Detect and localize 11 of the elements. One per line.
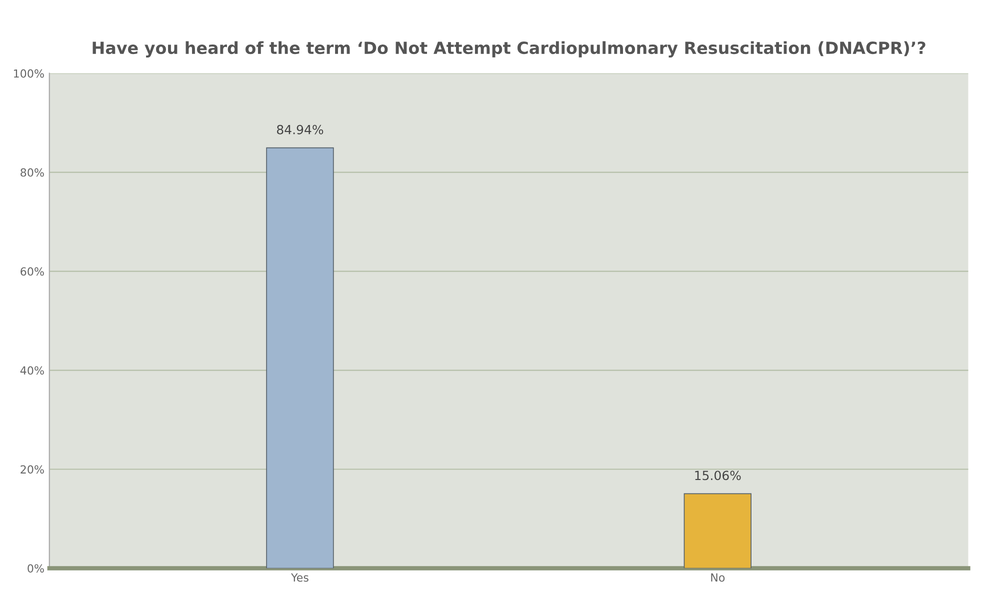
- y-tick-label: 80%: [20, 168, 44, 177]
- x-tick-label: No: [711, 573, 725, 582]
- y-tick-label: 60%: [20, 267, 44, 276]
- y-tick-label: 100%: [14, 69, 44, 78]
- y-tick-label: 20%: [20, 465, 44, 474]
- y-tick-label: 40%: [20, 366, 44, 375]
- y-tick-label: 0%: [28, 564, 44, 573]
- data-label: 15.06%: [695, 470, 741, 480]
- data-label: 84.94%: [277, 124, 324, 134]
- x-tick-label: Yes: [291, 573, 308, 582]
- chart-title: Have you heard of the term ‘Do Not Attempt Cardiopulmonary Resuscitation (DNACPR)’?: [92, 41, 926, 58]
